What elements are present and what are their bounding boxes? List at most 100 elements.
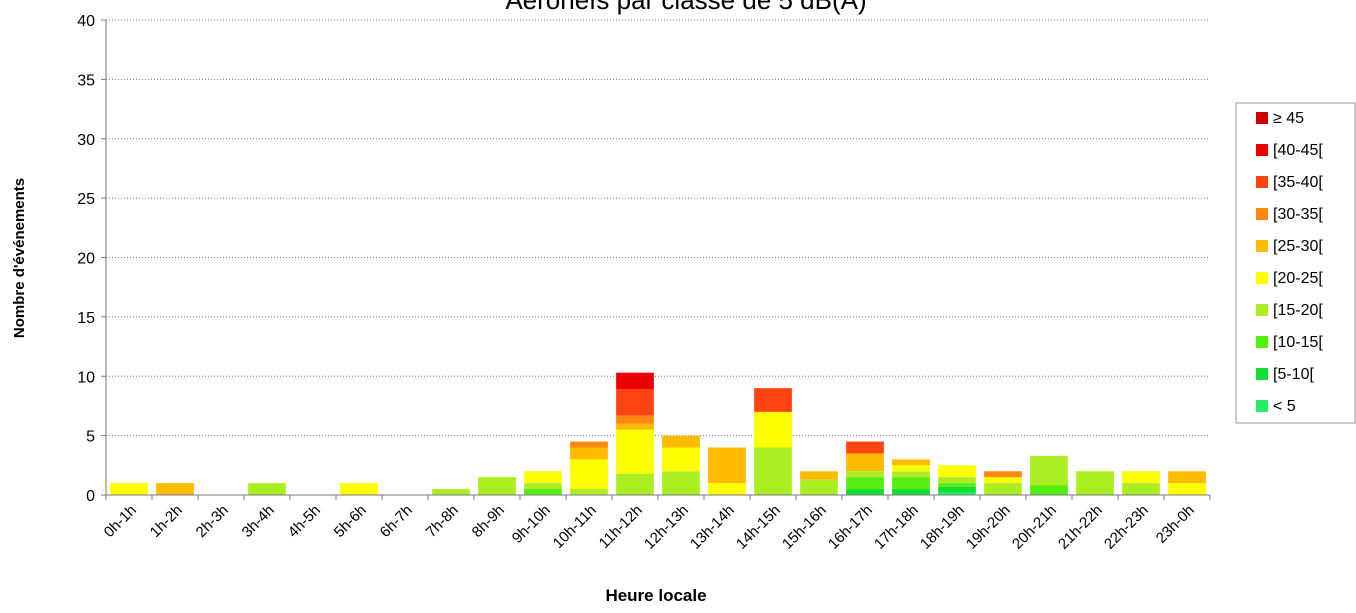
bar-segment [800, 479, 838, 495]
legend-label: [20-25[ [1273, 270, 1323, 287]
y-tick-label: 0 [86, 488, 95, 505]
bar-segment [432, 489, 470, 495]
bar-segment [570, 489, 608, 495]
bar-segment [846, 453, 884, 472]
bar-segment [846, 489, 884, 495]
bar-segment [570, 459, 608, 490]
bar-segment [938, 483, 976, 487]
bar-segment [248, 483, 286, 495]
legend-swatch [1256, 208, 1268, 220]
bar-segment [754, 447, 792, 495]
chart-title: Aéronefs par classe de 5 dB(A) [505, 0, 866, 15]
bar-segment [800, 471, 838, 480]
x-tick-label: 9h-10h [509, 502, 554, 547]
legend-swatch [1256, 112, 1268, 124]
legend-label: [10-15[ [1273, 334, 1323, 351]
bar-segment [846, 471, 884, 478]
bar-segment [846, 477, 884, 490]
x-tick-label: 11h-12h [596, 502, 646, 552]
x-tick-label: 20h-21h [1009, 502, 1060, 553]
x-tick-label: 19h-20h [963, 502, 1014, 553]
bar-segment [524, 483, 562, 490]
bar-segment [708, 483, 746, 495]
bar-segment [524, 471, 562, 484]
legend-swatch [1256, 304, 1268, 316]
legend-swatch [1256, 272, 1268, 284]
grid [106, 19, 1210, 437]
legend-swatch [1256, 400, 1268, 412]
bar-segment [616, 429, 654, 474]
bar-segment [478, 477, 516, 495]
x-tick-label: 3h-4h [239, 502, 278, 541]
x-tick-label: 13h-14h [687, 502, 738, 553]
bar-segment [938, 492, 976, 495]
bar-segment [754, 411, 792, 448]
legend: ≥ 45 [40-45[ [35-40[ [30-35[ [25-30[ [20-25[ [… [1235, 102, 1356, 424]
y-tick-label: 25 [77, 191, 95, 208]
bar-segment [1076, 471, 1114, 495]
bar-segment [570, 447, 608, 460]
x-tick-label: 6h-7h [377, 502, 416, 541]
y-tick-label: 5 [86, 429, 95, 446]
x-tick-label: 14h-15h [733, 502, 784, 553]
x-axis-label: Heure locale [605, 586, 706, 605]
x-tick-label: 2h-3h [193, 502, 232, 541]
legend-swatch [1256, 368, 1268, 380]
bar-segment [616, 423, 654, 430]
legend-swatch [1256, 144, 1268, 156]
x-tick-label: 5h-6h [331, 502, 370, 541]
bar-segment [892, 459, 930, 466]
bar-segment [1030, 455, 1068, 486]
bar-segment [616, 473, 654, 495]
legend-swatch [1256, 240, 1268, 252]
bar-segment [938, 477, 976, 484]
legend-label: [25-30[ [1273, 238, 1323, 255]
bar-segment [754, 388, 792, 412]
bar-segment [846, 441, 884, 454]
y-tick-label: 10 [77, 369, 95, 386]
x-tick-label: 17h-18h [871, 502, 922, 553]
x-tick-label: 22h-23h [1101, 502, 1152, 553]
bars [110, 372, 1206, 495]
y-tick-label: 15 [77, 310, 95, 327]
legend-label: [40-45[ [1273, 142, 1323, 159]
bar-segment [938, 465, 976, 478]
legend-label: ≥ 45 [1273, 110, 1304, 127]
y-tick-label: 20 [77, 251, 95, 268]
bar-segment [616, 415, 654, 424]
legend-swatch [1256, 336, 1268, 348]
y-tick-label: 40 [77, 13, 95, 30]
bar-segment [616, 389, 654, 416]
bar-segment [524, 489, 562, 495]
bar-segment [892, 471, 930, 478]
bar-segment [110, 483, 148, 495]
bar-segment [616, 372, 654, 390]
x-tick-label: 23h-0h [1153, 502, 1198, 547]
bar-segment [984, 477, 1022, 484]
legend-label: [5-10[ [1273, 366, 1314, 383]
bar-segment [892, 465, 930, 472]
x-tick-label: 15h-16h [779, 502, 830, 553]
x-tick-label: 10h-11h [550, 502, 600, 552]
bar-segment [662, 471, 700, 495]
x-tick-label: 12h-13h [641, 502, 692, 553]
bar-segment [984, 483, 1022, 495]
legend-swatch [1256, 176, 1268, 188]
y-axis-label: Nombre d'événements [11, 178, 28, 338]
bar-segment [340, 483, 378, 495]
bar-segment [938, 486, 976, 493]
x-tick-label: 8h-9h [469, 502, 508, 541]
x-tick-label: 18h-19h [917, 502, 968, 553]
legend-label: [15-20[ [1273, 302, 1323, 319]
legend-label: [30-35[ [1273, 206, 1323, 223]
axes [101, 19, 1211, 500]
y-tick-label: 35 [77, 72, 95, 89]
bar-segment [662, 447, 700, 472]
x-tick-label: 0h-1h [101, 502, 140, 541]
bar-segment [892, 489, 930, 495]
bar-segment [1168, 483, 1206, 495]
bar-segment [1122, 471, 1160, 484]
legend-label: [35-40[ [1273, 174, 1323, 191]
